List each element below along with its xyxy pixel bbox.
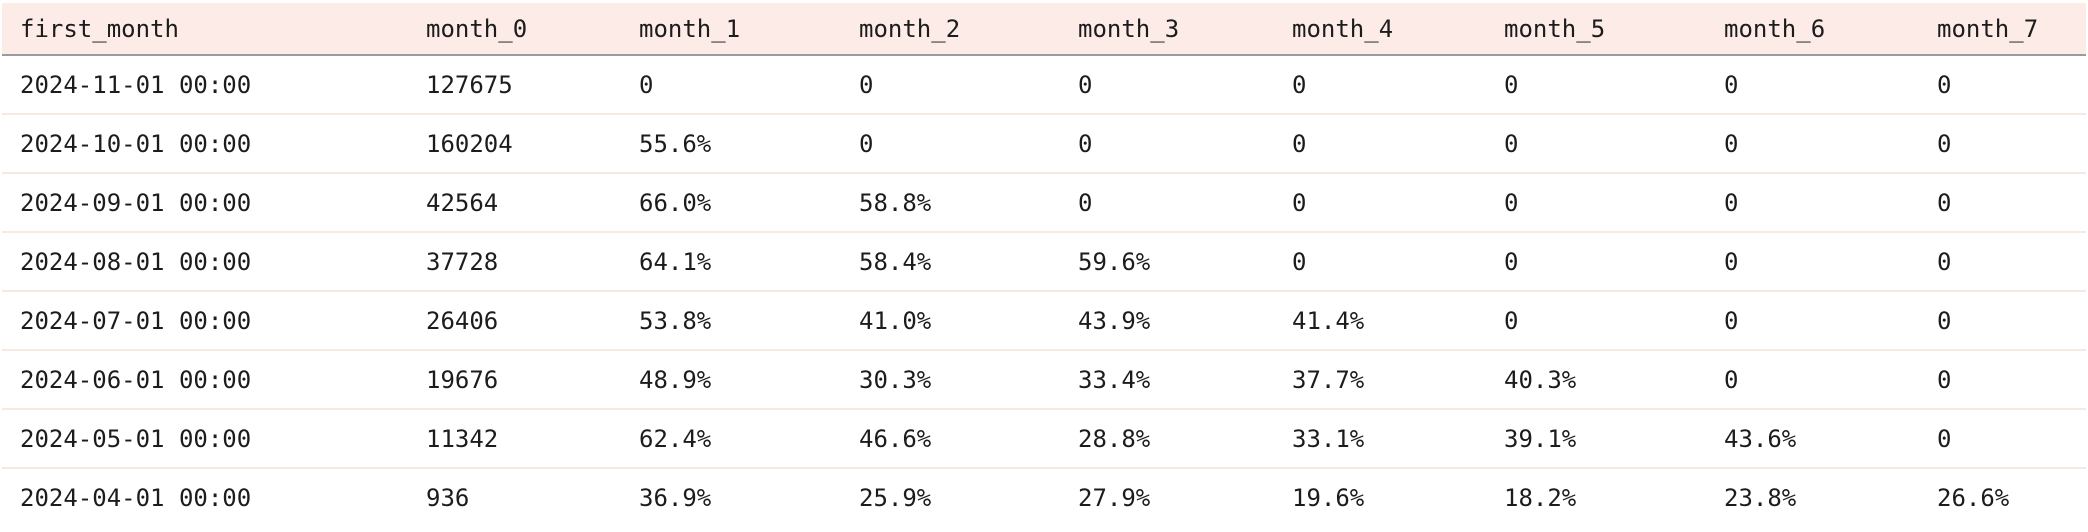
table-row: 2024-10-01 00:00 160204 55.6% 0 0 0 0 0 0 bbox=[2, 114, 2086, 174]
table-header: first_month month_0 month_1 month_2 month_3 m… bbox=[2, 3, 2086, 56]
first-month-cell: 2024-08-01 00:00 bbox=[2, 232, 426, 292]
value-cell: 0 bbox=[1937, 350, 2086, 410]
value-cell: 0 bbox=[1937, 114, 2086, 174]
value-cell: 58.4% bbox=[859, 232, 1078, 292]
table-row: 2024-07-01 00:00 26406 53.8% 41.0% 43.9% 41.4… bbox=[2, 291, 2086, 351]
value-cell: 25.9% bbox=[859, 468, 1078, 526]
value-cell: 0 bbox=[1292, 232, 1504, 292]
value-cell: 0 bbox=[1937, 232, 2086, 292]
value-cell: 19.6% bbox=[1292, 468, 1504, 526]
value-cell: 40.3% bbox=[1504, 350, 1724, 410]
first-month-cell: 2024-07-01 00:00 bbox=[2, 291, 426, 351]
value-cell: 37728 bbox=[426, 232, 639, 292]
value-cell: 11342 bbox=[426, 409, 639, 469]
value-cell: 30.3% bbox=[859, 350, 1078, 410]
value-cell: 58.8% bbox=[859, 173, 1078, 233]
column-header-month_7[interactable]: month_7 bbox=[1937, 3, 2086, 56]
value-cell: 0 bbox=[1724, 55, 1937, 115]
value-cell: 28.8% bbox=[1078, 409, 1292, 469]
table-row: 2024-04-01 00:00 936 36.9% 25.9% 27.9% 19.6% 1… bbox=[2, 468, 2086, 526]
value-cell: 0 bbox=[1078, 55, 1292, 115]
value-cell: 127675 bbox=[426, 55, 639, 115]
value-cell: 0 bbox=[859, 114, 1078, 174]
value-cell: 0 bbox=[1937, 55, 2086, 115]
value-cell: 39.1% bbox=[1504, 409, 1724, 469]
value-cell: 41.0% bbox=[859, 291, 1078, 351]
value-cell: 0 bbox=[1504, 173, 1724, 233]
value-cell: 0 bbox=[1937, 291, 2086, 351]
first-month-cell: 2024-10-01 00:00 bbox=[2, 114, 426, 174]
column-header-month_1[interactable]: month_1 bbox=[639, 3, 859, 56]
column-header-month_2[interactable]: month_2 bbox=[859, 3, 1078, 56]
value-cell: 0 bbox=[1724, 291, 1937, 351]
value-cell: 26406 bbox=[426, 291, 639, 351]
value-cell: 0 bbox=[639, 55, 859, 115]
value-cell: 33.4% bbox=[1078, 350, 1292, 410]
value-cell: 0 bbox=[1937, 409, 2086, 469]
first-month-cell: 2024-06-01 00:00 bbox=[2, 350, 426, 410]
value-cell: 64.1% bbox=[639, 232, 859, 292]
column-header-month_3[interactable]: month_3 bbox=[1078, 3, 1292, 56]
cohort-retention-table: first_month month_0 month_1 month_2 month_3 m… bbox=[2, 3, 2086, 526]
first-month-cell: 2024-11-01 00:00 bbox=[2, 55, 426, 115]
column-header-first_month[interactable]: first_month bbox=[2, 3, 426, 56]
value-cell: 27.9% bbox=[1078, 468, 1292, 526]
value-cell: 0 bbox=[1504, 114, 1724, 174]
value-cell: 59.6% bbox=[1078, 232, 1292, 292]
value-cell: 43.6% bbox=[1724, 409, 1937, 469]
value-cell: 26.6% bbox=[1937, 468, 2086, 526]
value-cell: 43.9% bbox=[1078, 291, 1292, 351]
value-cell: 46.6% bbox=[859, 409, 1078, 469]
value-cell: 19676 bbox=[426, 350, 639, 410]
table-row: 2024-08-01 00:00 37728 64.1% 58.4% 59.6% 0 0 0 0 bbox=[2, 232, 2086, 292]
value-cell: 0 bbox=[1504, 55, 1724, 115]
value-cell: 53.8% bbox=[639, 291, 859, 351]
value-cell: 0 bbox=[1724, 114, 1937, 174]
value-cell: 936 bbox=[426, 468, 639, 526]
table-row: 2024-05-01 00:00 11342 62.4% 46.6% 28.8% 33.1… bbox=[2, 409, 2086, 469]
value-cell: 41.4% bbox=[1292, 291, 1504, 351]
table-row: 2024-06-01 00:00 19676 48.9% 30.3% 33.4% 37.7… bbox=[2, 350, 2086, 410]
first-month-cell: 2024-09-01 00:00 bbox=[2, 173, 426, 233]
value-cell: 160204 bbox=[426, 114, 639, 174]
column-header-month_5[interactable]: month_5 bbox=[1504, 3, 1724, 56]
value-cell: 0 bbox=[1292, 114, 1504, 174]
value-cell: 0 bbox=[1937, 173, 2086, 233]
table-body: 2024-11-01 00:00 127675 0 0 0 0 0 0 0 2024-10-01 … bbox=[2, 55, 2086, 526]
value-cell: 0 bbox=[859, 55, 1078, 115]
table-row: 2024-09-01 00:00 42564 66.0% 58.8% 0 0 0 0 0 bbox=[2, 173, 2086, 233]
value-cell: 55.6% bbox=[639, 114, 859, 174]
value-cell: 0 bbox=[1724, 232, 1937, 292]
value-cell: 36.9% bbox=[639, 468, 859, 526]
value-cell: 66.0% bbox=[639, 173, 859, 233]
value-cell: 0 bbox=[1292, 55, 1504, 115]
column-header-month_4[interactable]: month_4 bbox=[1292, 3, 1504, 56]
first-month-cell: 2024-05-01 00:00 bbox=[2, 409, 426, 469]
value-cell: 18.2% bbox=[1504, 468, 1724, 526]
value-cell: 0 bbox=[1292, 173, 1504, 233]
value-cell: 0 bbox=[1504, 232, 1724, 292]
value-cell: 37.7% bbox=[1292, 350, 1504, 410]
value-cell: 62.4% bbox=[639, 409, 859, 469]
column-header-month_0[interactable]: month_0 bbox=[426, 3, 639, 56]
value-cell: 23.8% bbox=[1724, 468, 1937, 526]
value-cell: 0 bbox=[1724, 173, 1937, 233]
value-cell: 33.1% bbox=[1292, 409, 1504, 469]
first-month-cell: 2024-04-01 00:00 bbox=[2, 468, 426, 526]
value-cell: 0 bbox=[1504, 291, 1724, 351]
header-row: first_month month_0 month_1 month_2 month_3 m… bbox=[2, 3, 2086, 56]
column-header-month_6[interactable]: month_6 bbox=[1724, 3, 1937, 56]
value-cell: 0 bbox=[1724, 350, 1937, 410]
value-cell: 0 bbox=[1078, 114, 1292, 174]
table-row: 2024-11-01 00:00 127675 0 0 0 0 0 0 0 bbox=[2, 55, 2086, 115]
value-cell: 48.9% bbox=[639, 350, 859, 410]
value-cell: 0 bbox=[1078, 173, 1292, 233]
value-cell: 42564 bbox=[426, 173, 639, 233]
